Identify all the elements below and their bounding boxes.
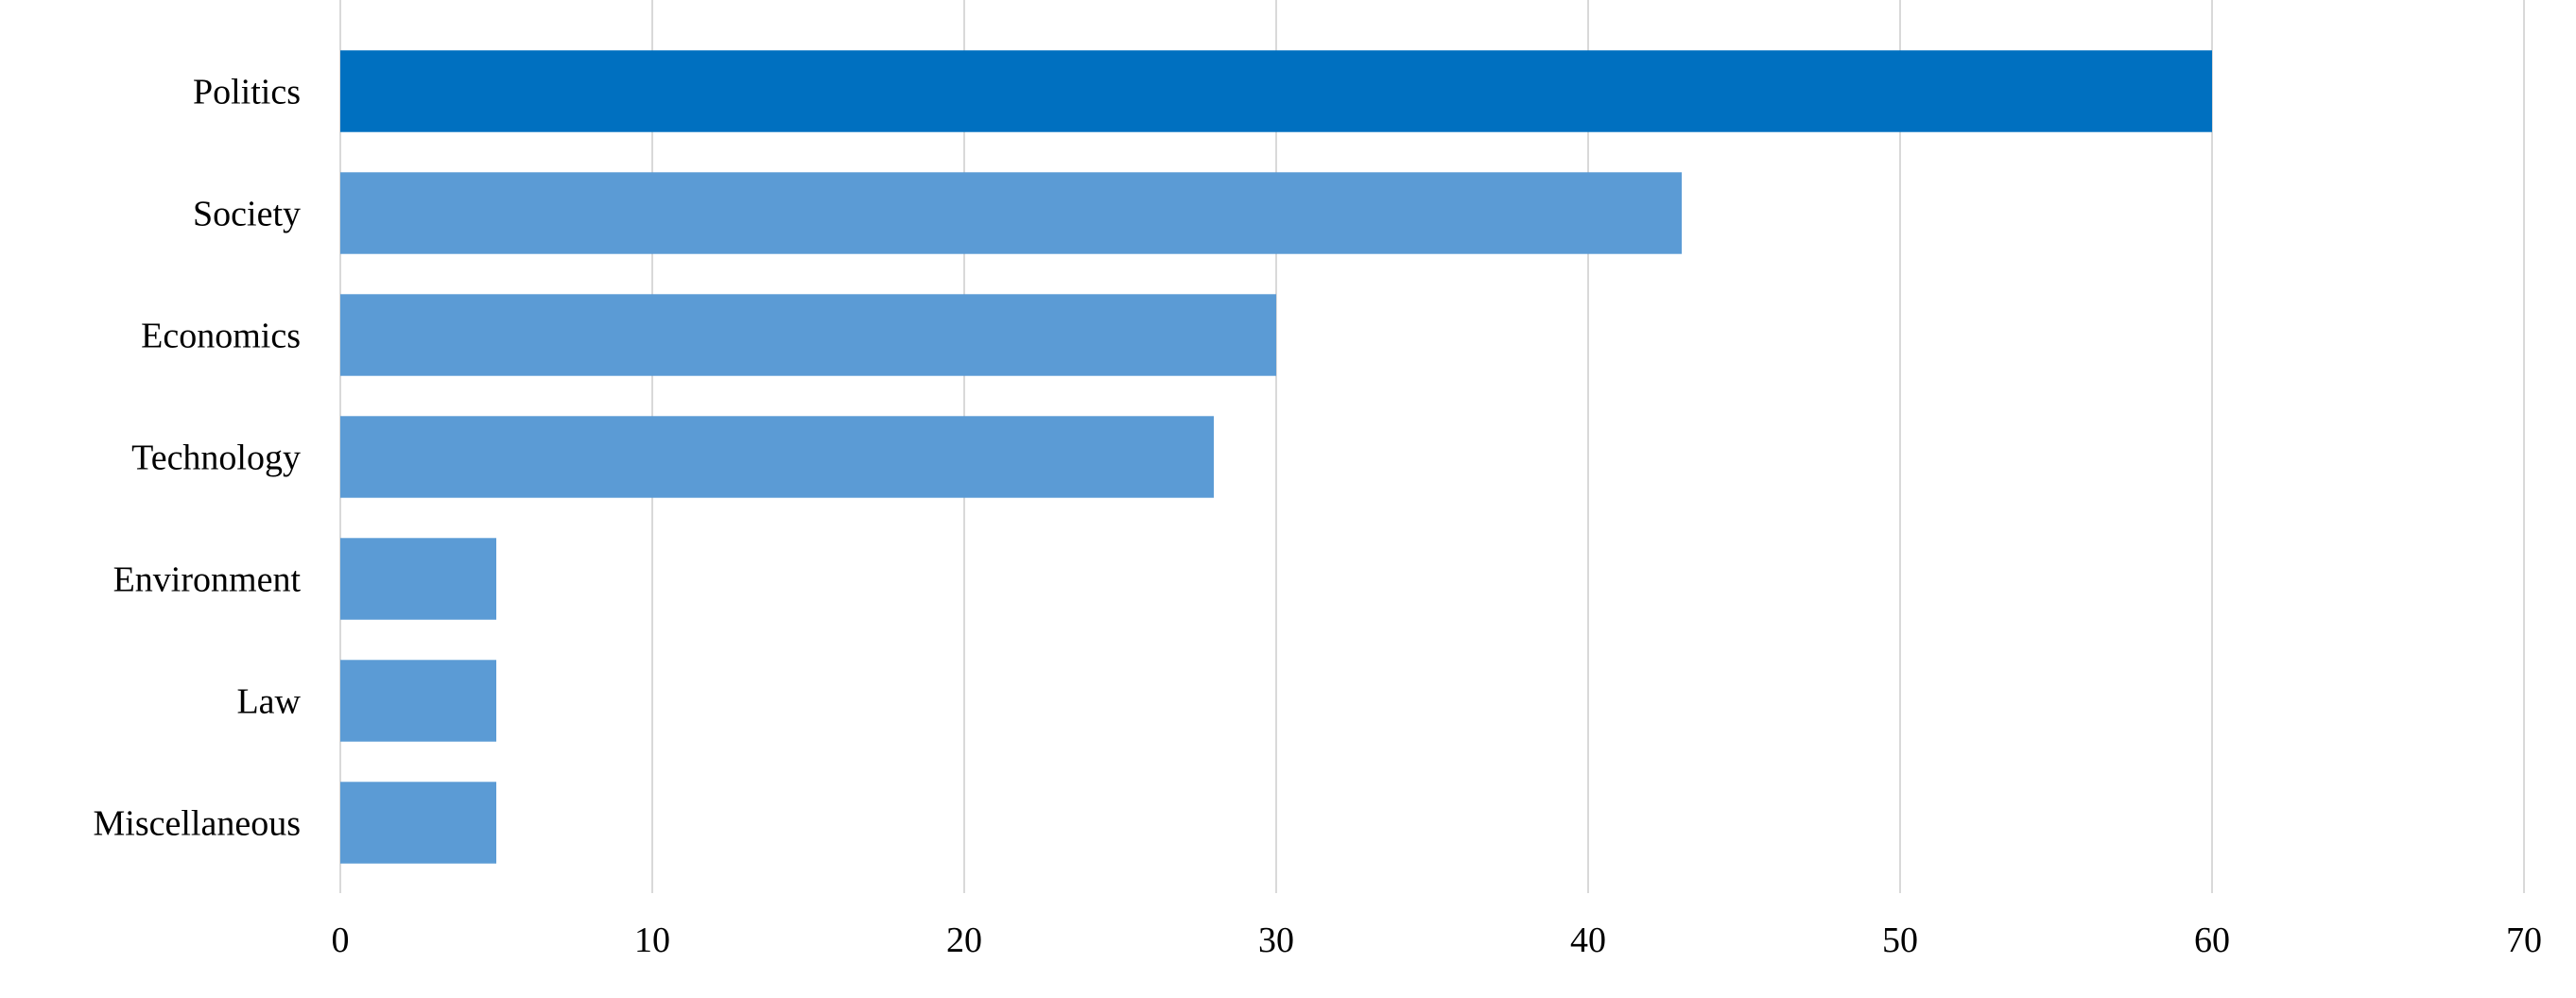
bar-miscellaneous [340, 782, 496, 864]
bar-environment [340, 538, 496, 620]
x-tick-label: 60 [2194, 921, 2230, 960]
x-tick-label: 70 [2506, 921, 2542, 960]
x-tick-labels: 0 10 20 30 40 50 60 70 [332, 921, 2543, 960]
category-label-society: Society [193, 195, 301, 234]
x-tick-label: 50 [1882, 921, 1918, 960]
category-label-politics: Politics [193, 73, 301, 112]
bar-law [340, 660, 496, 742]
category-label-environment: Environment [113, 560, 302, 600]
bar-society [340, 172, 1682, 254]
category-label-miscellaneous: Miscellaneous [93, 804, 301, 844]
bar-technology [340, 416, 1214, 498]
category-label-economics: Economics [141, 317, 301, 356]
x-tick-label: 20 [946, 921, 982, 960]
x-tick-label: 30 [1258, 921, 1294, 960]
x-tick-label: 0 [332, 921, 350, 960]
bars [340, 50, 2212, 864]
category-label-law: Law [236, 682, 301, 722]
x-tick-label: 40 [1570, 921, 1606, 960]
x-tick-label: 10 [634, 921, 670, 960]
bar-economics [340, 294, 1276, 376]
category-label-technology: Technology [131, 439, 301, 478]
category-labels: Politics Society Economics Technology Enviro… [93, 73, 301, 844]
bar-politics [340, 50, 2212, 132]
